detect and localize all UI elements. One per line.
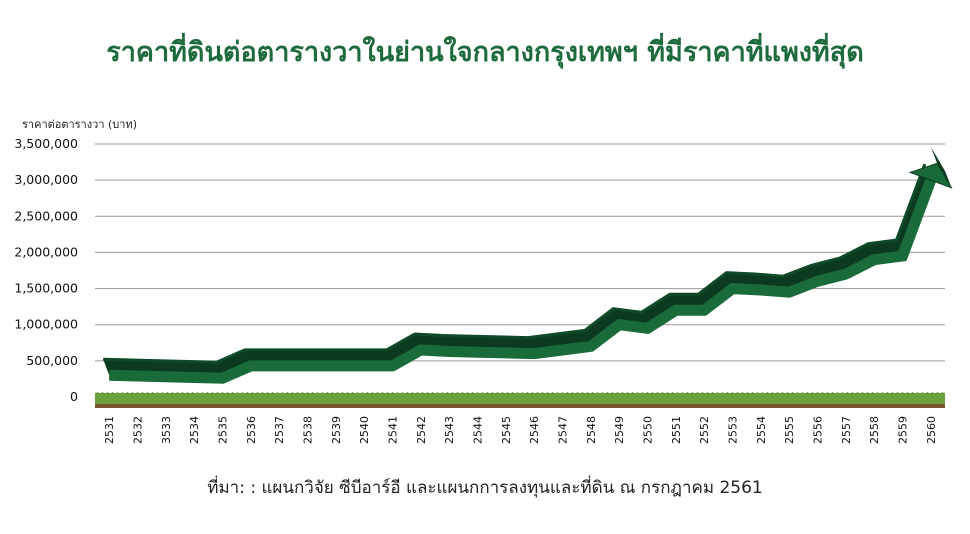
x-tick-label: 2554 [755,416,768,444]
x-tick-label: 2546 [528,416,541,444]
x-tick-label: 2559 [897,416,910,444]
x-tick-label: 2557 [840,416,853,444]
x-tick-label: 2552 [698,416,711,444]
x-tick-label: 2548 [585,416,598,444]
ribbon-side [103,164,931,379]
y-tick-label: 500,000 [26,353,78,368]
y-tick-label: 0 [70,389,78,404]
x-tick-label: 2540 [358,416,371,444]
x-tick-label: 2537 [273,416,286,444]
x-tick-label: 2555 [783,416,796,444]
x-tick-label: 2547 [557,416,570,444]
x-tick-label: 2543 [443,416,456,444]
x-tick-label: 2545 [500,416,513,444]
x-tick-label: 2536 [245,416,258,444]
y-tick-label: 1,000,000 [14,317,78,332]
grass-tufts [95,392,945,394]
source-note: ที่มา: : แผนกวิจัย ซีบีอาร์อี และแผนกการ… [207,478,763,498]
x-tick-label: 2535 [217,416,230,444]
x-axis-ticks: 2531 2532 3533 2534 2535 2536 2537 2538 2539 2540… [103,416,938,444]
x-tick-label: 2558 [868,416,881,444]
x-tick-label: 2538 [302,416,315,444]
x-tick-label: 2541 [387,416,400,444]
y-axis-ticks: 0 500,000 1,000,000 1,500,000 2,000,000 2,500… [14,136,78,404]
y-tick-label: 2,000,000 [14,244,78,259]
x-tick-label: 2532 [132,416,145,444]
grass-strip [95,393,945,405]
ribbon-edge [103,163,927,364]
y-tick-label: 3,000,000 [14,172,78,187]
x-tick-label: 2534 [188,416,201,444]
gridlines [95,143,945,362]
soil-line [95,404,945,408]
chart-title: ราคาที่ดินต่อตารางวาในย่านใจกลางกรุงเทพฯ… [106,37,864,68]
ribbon-face [109,178,936,384]
y-tick-label: 3,500,000 [14,136,78,151]
x-tick-label: 2551 [670,416,683,444]
arrow-head [908,162,953,189]
x-tick-label: 2544 [472,416,485,444]
y-tick-label: 1,500,000 [14,281,78,296]
x-tick-label: 2556 [812,416,825,444]
y-axis-label: ราคาต่อตารางวา (บาท) [22,118,137,131]
arrow-side [931,147,952,188]
price-ribbon [103,147,953,384]
y-tick-label: 2,500,000 [14,208,78,223]
x-tick-label: 2550 [642,416,655,444]
x-tick-label: 2560 [925,416,938,444]
x-tick-label: 2542 [415,416,428,444]
grass-ground [95,392,945,408]
x-tick-label: 2539 [330,416,343,444]
x-tick-label: 3533 [160,416,173,444]
x-tick-label: 2531 [103,416,116,444]
x-tick-label: 2553 [727,416,740,444]
x-tick-label: 2549 [613,416,626,444]
